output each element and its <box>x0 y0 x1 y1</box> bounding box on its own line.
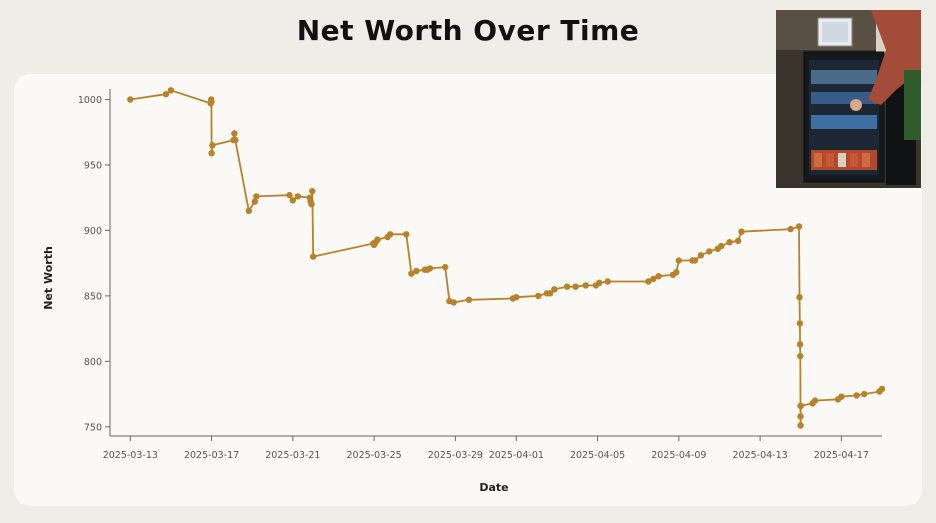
data-point <box>208 98 215 106</box>
data-point <box>232 136 239 144</box>
data-point <box>604 278 611 285</box>
y-tick-label: 750 <box>84 422 102 433</box>
x-tick-label: 2025-03-21 <box>265 450 320 461</box>
x-tick-label: 2025-04-17 <box>814 450 869 461</box>
data-point <box>551 286 558 293</box>
fridge-vending-machine-photo <box>776 10 921 188</box>
data-point <box>796 320 804 327</box>
data-point <box>251 198 258 205</box>
y-axis-label: Net Worth <box>42 246 55 310</box>
x-tick-label: 2025-04-13 <box>732 450 787 461</box>
x-tick-label: 2025-04-01 <box>489 450 544 461</box>
data-point <box>673 269 680 276</box>
x-tick-label: 2025-03-17 <box>184 450 239 461</box>
data-point <box>596 279 603 286</box>
data-point <box>853 392 860 399</box>
data-point <box>167 87 175 94</box>
y-tick-label: 1000 <box>78 95 102 106</box>
data-point <box>655 273 662 280</box>
chart-card: 750 800 850 900 950 1000 2025-03-13 2025-03-17 2… <box>14 74 922 506</box>
data-point <box>797 352 804 360</box>
data-point <box>706 248 713 255</box>
data-point <box>289 197 296 204</box>
y-tick-label: 900 <box>84 226 102 237</box>
data-point <box>309 187 316 195</box>
chart-axes: 750 800 850 900 950 1000 2025-03-13 2025-03-17 2… <box>78 89 882 461</box>
data-point <box>572 283 579 290</box>
data-point <box>797 422 804 429</box>
data-point <box>442 263 449 271</box>
data-point <box>231 130 238 137</box>
data-point <box>795 223 803 230</box>
data-point <box>738 228 745 235</box>
data-point <box>450 299 457 306</box>
data-point <box>726 239 733 246</box>
data-point <box>513 294 520 301</box>
data-point <box>310 253 317 260</box>
data-point <box>675 257 682 264</box>
data-point <box>208 150 215 157</box>
y-tick-label: 950 <box>84 160 102 171</box>
photo-illustration <box>776 10 921 188</box>
data-point <box>413 267 420 275</box>
x-tick-label: 2025-03-25 <box>346 450 401 461</box>
y-tick-label: 800 <box>84 357 102 368</box>
data-point <box>547 290 554 297</box>
data-point <box>861 390 868 398</box>
data-point <box>796 341 804 348</box>
data-point <box>294 193 302 200</box>
data-point <box>245 207 252 214</box>
data-point <box>734 237 742 245</box>
data-point <box>308 201 315 208</box>
data-point <box>426 265 434 272</box>
data-point <box>645 278 652 285</box>
x-tick-label: 2025-03-29 <box>428 450 483 461</box>
y-tick-label: 850 <box>84 291 102 302</box>
data-point <box>162 91 170 98</box>
data-point <box>563 283 571 290</box>
data-point <box>650 275 657 283</box>
data-point <box>408 270 415 277</box>
data-point <box>127 96 134 103</box>
x-axis-label: Date <box>479 481 508 494</box>
chart-axis-labels: Date Net Worth <box>42 246 509 494</box>
data-point <box>796 294 803 301</box>
data-point <box>582 282 589 289</box>
chart-title: Net Worth Over Time <box>296 14 640 47</box>
data-point <box>797 402 804 410</box>
data-point <box>697 252 705 259</box>
data-point <box>535 292 542 300</box>
chart-series <box>127 87 886 429</box>
x-tick-label: 2025-04-09 <box>651 450 706 461</box>
x-tick-label: 2025-04-05 <box>570 450 625 461</box>
data-point <box>787 225 794 233</box>
data-point <box>465 296 473 303</box>
data-point <box>718 242 725 250</box>
data-point <box>253 193 260 200</box>
data-point <box>403 231 410 238</box>
data-point <box>811 397 819 404</box>
data-point <box>387 231 394 238</box>
x-tick-label: 2025-03-13 <box>103 450 158 461</box>
data-point <box>209 142 216 149</box>
data-point <box>691 257 699 264</box>
data-point <box>286 191 293 199</box>
chart-svg: 750 800 850 900 950 1000 2025-03-13 2025-03-17 2… <box>78 87 886 461</box>
data-point <box>878 385 886 393</box>
data-point <box>838 393 845 400</box>
data-point <box>374 236 381 243</box>
data-point <box>797 413 804 420</box>
